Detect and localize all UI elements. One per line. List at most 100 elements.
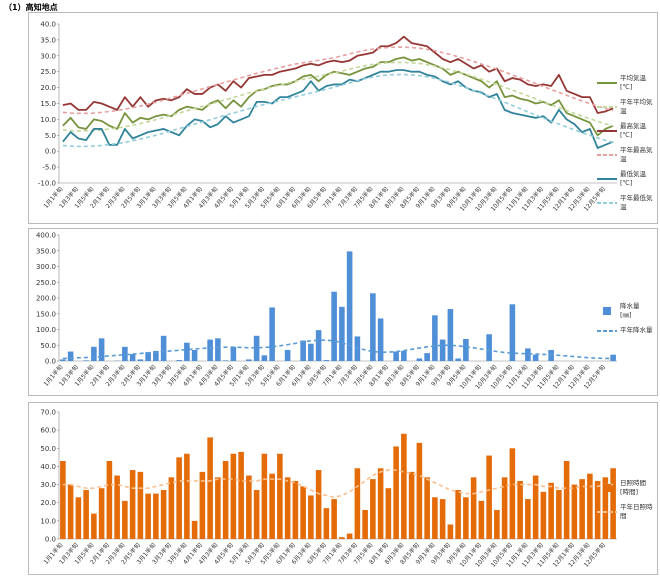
bar bbox=[145, 352, 151, 361]
bar bbox=[176, 360, 182, 361]
bar bbox=[168, 477, 175, 539]
y-tick-label: -10.0 bbox=[38, 180, 56, 188]
bar bbox=[176, 457, 182, 539]
bar bbox=[354, 468, 361, 539]
y-tick-label: 150.0 bbox=[36, 310, 56, 318]
bar bbox=[122, 500, 128, 539]
y-tick-label: 30.0 bbox=[40, 52, 56, 60]
bar bbox=[494, 509, 500, 539]
bar bbox=[602, 477, 609, 539]
series-line bbox=[62, 46, 614, 115]
bar bbox=[393, 351, 399, 361]
bar bbox=[610, 468, 616, 539]
bar bbox=[83, 490, 89, 539]
chart-panel: -10.0 -5.0 0.0 5.0 10.0 15.0 20.0 25.0 30.0 35.0 4… bbox=[28, 12, 658, 224]
y-tick-label: 20.0 bbox=[40, 84, 56, 92]
bar bbox=[292, 480, 299, 539]
bar bbox=[525, 348, 531, 361]
bar bbox=[346, 251, 353, 361]
legend-item: 平均気温 [℃] bbox=[597, 74, 657, 92]
y-tick-label: 50.0 bbox=[40, 445, 56, 453]
bar bbox=[284, 477, 291, 539]
y-tick-label: 15.0 bbox=[40, 100, 56, 108]
series-line bbox=[62, 469, 614, 499]
bar bbox=[160, 335, 167, 361]
bar bbox=[432, 497, 438, 539]
bar bbox=[315, 330, 322, 361]
legend-item: 平年日照時間 bbox=[597, 503, 657, 521]
chart: -10.0 -5.0 0.0 5.0 10.0 15.0 20.0 25.0 30.0 35.0 4… bbox=[38, 21, 617, 213]
y-tick-label: -5.0 bbox=[42, 164, 56, 172]
legend-item: 日照時間 [時間] bbox=[597, 479, 657, 497]
legend-swatch bbox=[597, 154, 617, 156]
y-tick-label: 5.0 bbox=[45, 132, 56, 140]
bar bbox=[370, 293, 376, 361]
bar bbox=[393, 446, 399, 539]
bar bbox=[215, 477, 221, 539]
bar bbox=[253, 490, 260, 539]
bar bbox=[129, 470, 136, 539]
bar bbox=[331, 291, 337, 361]
bar bbox=[222, 360, 229, 361]
y-tick-label: 0.0 bbox=[45, 358, 56, 366]
bar bbox=[315, 470, 322, 539]
bar bbox=[401, 350, 407, 361]
chart-panel: 0.0 10.0 20.0 30.0 40.0 50.0 60.0 70.0 1月1半旬 1月3半… bbox=[28, 402, 658, 575]
y-tick-label: 400.0 bbox=[36, 232, 56, 240]
legend-item: 最高気温 [℃] bbox=[597, 122, 657, 140]
bar bbox=[129, 354, 136, 361]
bar bbox=[339, 537, 345, 539]
y-tick-label: 60.0 bbox=[40, 427, 56, 435]
bar bbox=[354, 336, 361, 361]
legend-label: 平均気温 [℃] bbox=[620, 74, 646, 91]
bar bbox=[455, 358, 461, 361]
legend-swatch bbox=[597, 130, 617, 132]
bar bbox=[424, 353, 430, 361]
y-tick-label: 0.0 bbox=[45, 148, 56, 156]
series-line bbox=[62, 73, 614, 148]
bar bbox=[277, 453, 283, 539]
bar bbox=[300, 340, 306, 361]
y-tick-label: 30.0 bbox=[40, 481, 56, 489]
y-tick-label: 40.0 bbox=[40, 21, 56, 29]
y-tick-label: 300.0 bbox=[36, 263, 56, 271]
bar bbox=[416, 358, 423, 361]
bar bbox=[470, 477, 477, 539]
y-tick-label: 200.0 bbox=[36, 295, 56, 303]
y-tick-label: 10.0 bbox=[40, 517, 56, 525]
bar bbox=[300, 486, 306, 539]
bar bbox=[509, 448, 516, 539]
bar bbox=[215, 338, 221, 361]
bar bbox=[122, 346, 128, 361]
bar bbox=[370, 479, 376, 539]
bar bbox=[463, 497, 469, 539]
y-tick-label: 250.0 bbox=[36, 279, 56, 287]
legend: 平均気温 [℃] 平年平均気温 最高気温 [℃] 平年最高気温 最低気温 [℃] 平年最低… bbox=[597, 68, 657, 218]
legend-marker bbox=[603, 307, 611, 315]
bar bbox=[207, 339, 213, 361]
bar bbox=[416, 442, 423, 539]
bar bbox=[401, 433, 407, 539]
bar bbox=[184, 342, 190, 361]
chart: 0.010.020.030.040.050.060.070.01月1半旬1月3半… bbox=[40, 409, 617, 569]
legend-label: 平年最低気温 bbox=[620, 194, 653, 211]
bar bbox=[269, 307, 275, 361]
bar bbox=[67, 484, 74, 539]
bar bbox=[517, 480, 523, 539]
bar bbox=[91, 346, 97, 361]
y-tick-label: 350.0 bbox=[36, 247, 56, 255]
bar bbox=[308, 343, 314, 361]
bar bbox=[238, 451, 244, 539]
bar bbox=[439, 499, 446, 539]
bar bbox=[432, 315, 438, 361]
y-tick-label: 35.0 bbox=[40, 36, 56, 44]
bar bbox=[532, 354, 539, 361]
bar bbox=[463, 338, 469, 361]
bar bbox=[571, 484, 578, 539]
bar bbox=[377, 468, 384, 539]
legend-label: 平年日照時間 bbox=[620, 502, 653, 520]
legend: 日照時間 [時間] 平年日照時間 bbox=[597, 473, 657, 527]
bar bbox=[60, 359, 66, 361]
bar bbox=[91, 513, 97, 539]
